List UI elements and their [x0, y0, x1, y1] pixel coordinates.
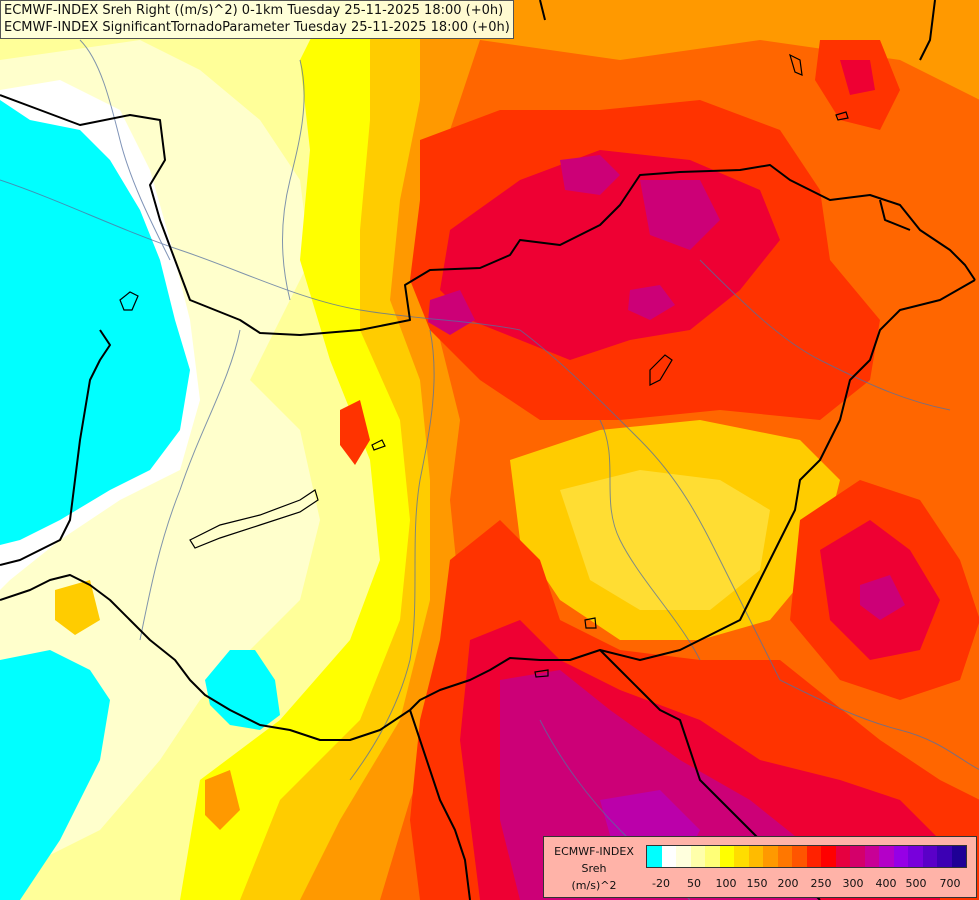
lake-small-1 [371, 439, 386, 451]
cyan-area-southwest [0, 650, 110, 900]
legend-tick-label: 100 [715, 877, 737, 890]
legend-swatch [719, 846, 734, 867]
lake-small-5 [835, 111, 849, 121]
legend-tick-label: 400 [875, 877, 897, 890]
legend-tick-label: 200 [777, 877, 799, 890]
rivers [0, 39, 979, 900]
map-title-box: ECMWF-INDEX Sreh Right ((m/s)^2) 0-1km T… [0, 0, 514, 39]
legend-swatch [835, 846, 850, 867]
legend-tick-label: 300 [842, 877, 864, 890]
magenta-spot-north-2 [640, 180, 720, 250]
orange-spot-west [55, 580, 100, 635]
legend-title: ECMWF-INDEX [554, 845, 634, 858]
legend-ticks: -20 50 100 150 200 250 300 400 500 700 [646, 877, 971, 891]
color-legend: ECMWF-INDEX Sreh (m/s)^2 -20 50 100 150 200 2… [543, 836, 977, 898]
legend-swatch [864, 846, 879, 867]
crimson-spot-northeast [840, 60, 875, 95]
legend-variable: Sreh [581, 862, 607, 875]
legend-swatch [690, 846, 705, 867]
legend-swatch [705, 846, 720, 867]
legend-tick-label: 250 [810, 877, 832, 890]
legend-swatch [850, 846, 865, 867]
lake-small-6 [584, 617, 597, 629]
legend-swatch [647, 846, 662, 867]
legend-swatch [661, 846, 676, 867]
legend-swatch [922, 846, 937, 867]
legend-swatch [893, 846, 908, 867]
magenta-spot-east [860, 575, 905, 620]
lake-small-3 [649, 354, 673, 386]
legend-swatch [937, 846, 952, 867]
cyan-area-northwest [0, 100, 190, 545]
central-yellow-basin [560, 470, 770, 610]
legend-swatch [908, 846, 923, 867]
legend-swatch [806, 846, 821, 867]
legend-swatch [951, 846, 966, 867]
orange-spot-southwest [205, 770, 240, 830]
legend-tick-label: 150 [746, 877, 768, 890]
red-spot-west [340, 400, 370, 465]
legend-swatch [792, 846, 807, 867]
legend-swatch [821, 846, 836, 867]
title-line-2: ECMWF-INDEX SignificantTornadoParameter … [4, 20, 510, 35]
legend-tick-label: -20 [652, 877, 670, 890]
legend-swatch [676, 846, 691, 867]
lake-small-7 [534, 669, 549, 678]
magenta-spot-north-1 [560, 155, 620, 195]
legend-swatch [734, 846, 749, 867]
legend-swatch [748, 846, 763, 867]
legend-swatch [763, 846, 778, 867]
title-line-1: ECMWF-INDEX Sreh Right ((m/s)^2) 0-1km T… [4, 3, 504, 18]
legend-tick-label: 500 [905, 877, 927, 890]
lake-balaton [189, 489, 319, 549]
legend-swatch [879, 846, 894, 867]
cyan-area-small [205, 650, 280, 730]
legend-unit: (m/s)^2 [571, 879, 617, 892]
legend-swatches [646, 845, 967, 868]
legend-tick-label: 50 [687, 877, 701, 890]
legend-tick-label: 700 [939, 877, 961, 890]
legend-swatch [777, 846, 792, 867]
magenta-spot-north-3 [628, 285, 675, 320]
lake-small-2 [119, 291, 139, 311]
magenta-spot-north-4 [428, 290, 475, 335]
lake-small-4 [789, 53, 803, 76]
